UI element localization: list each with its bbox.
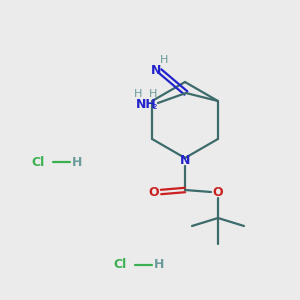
Text: H: H [134,89,142,99]
Text: ₂: ₂ [153,101,157,111]
Text: Cl: Cl [32,155,45,169]
Text: NH: NH [136,98,156,110]
Text: Cl: Cl [113,259,127,272]
Text: H: H [154,259,164,272]
Text: N: N [180,154,190,167]
Text: H: H [149,89,157,99]
Text: H: H [72,155,82,169]
Text: N: N [151,64,161,76]
Text: H: H [160,55,168,65]
Text: O: O [213,185,223,199]
Text: O: O [149,185,159,199]
